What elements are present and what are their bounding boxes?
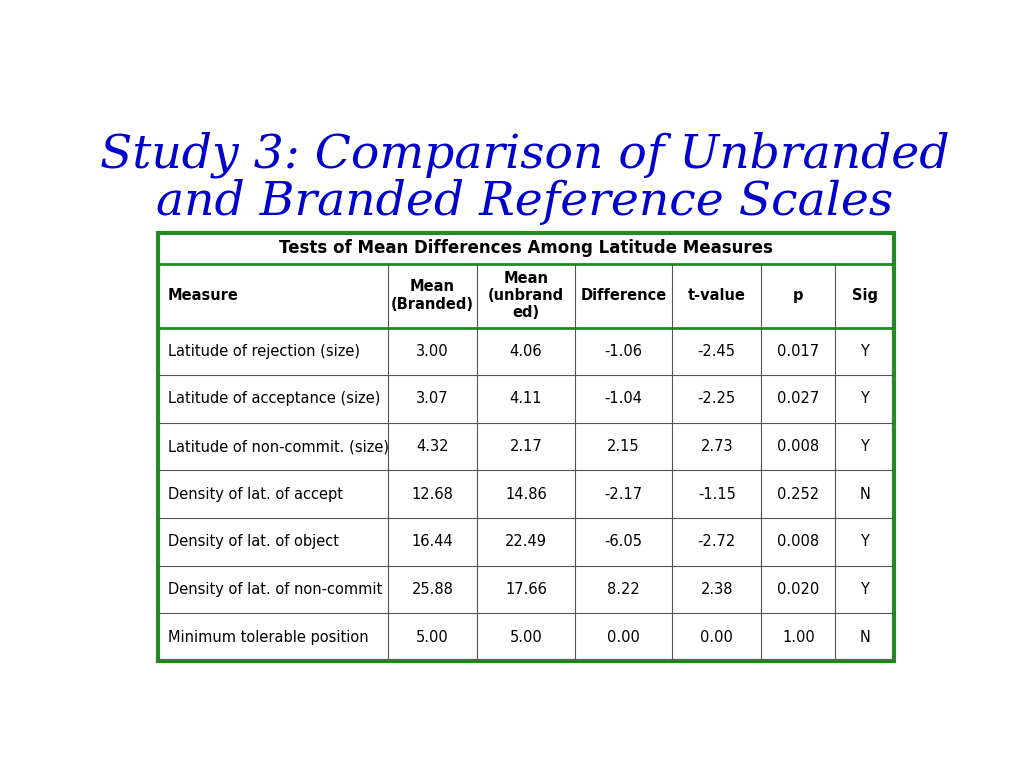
Text: 4.06: 4.06: [510, 344, 543, 359]
Text: 4.11: 4.11: [510, 392, 543, 406]
Text: Y: Y: [860, 582, 869, 597]
Text: -6.05: -6.05: [604, 535, 642, 549]
Text: 0.008: 0.008: [777, 439, 819, 454]
Text: -2.45: -2.45: [697, 344, 735, 359]
Text: 0.00: 0.00: [700, 630, 733, 644]
Text: 14.86: 14.86: [505, 487, 547, 502]
Text: 2.38: 2.38: [700, 582, 733, 597]
Text: Y: Y: [860, 392, 869, 406]
Text: Measure: Measure: [168, 288, 239, 303]
Text: 3.00: 3.00: [417, 344, 449, 359]
Text: N: N: [859, 487, 870, 502]
Text: 0.008: 0.008: [777, 535, 819, 549]
Text: 0.017: 0.017: [777, 344, 819, 359]
Text: -2.17: -2.17: [604, 487, 642, 502]
Text: 3.07: 3.07: [417, 392, 449, 406]
Text: -1.04: -1.04: [604, 392, 642, 406]
Text: 0.020: 0.020: [777, 582, 819, 597]
Text: Density of lat. of object: Density of lat. of object: [168, 535, 339, 549]
Bar: [158, 233, 894, 661]
Text: 0.252: 0.252: [777, 487, 819, 502]
Text: Y: Y: [860, 439, 869, 454]
Text: 5.00: 5.00: [416, 630, 449, 644]
Text: 2.73: 2.73: [700, 439, 733, 454]
Text: Latitude of non-commit. (size): Latitude of non-commit. (size): [168, 439, 389, 454]
Text: Tests of Mean Differences Among Latitude Measures: Tests of Mean Differences Among Latitude…: [280, 240, 773, 257]
Text: Latitude of rejection (size): Latitude of rejection (size): [168, 344, 359, 359]
Text: 5.00: 5.00: [510, 630, 543, 644]
Text: Minimum tolerable position: Minimum tolerable position: [168, 630, 369, 644]
Text: 8.22: 8.22: [607, 582, 640, 597]
Text: -1.06: -1.06: [604, 344, 642, 359]
Text: Difference: Difference: [581, 288, 667, 303]
Text: -2.72: -2.72: [697, 535, 736, 549]
Text: N: N: [859, 630, 870, 644]
Text: 1.00: 1.00: [782, 630, 815, 644]
Text: 4.32: 4.32: [417, 439, 449, 454]
Text: -2.25: -2.25: [697, 392, 736, 406]
Text: and Branded Reference Scales: and Branded Reference Scales: [157, 179, 893, 224]
Text: 2.17: 2.17: [510, 439, 543, 454]
Text: 25.88: 25.88: [412, 582, 454, 597]
Text: 2.15: 2.15: [607, 439, 640, 454]
Text: 0.00: 0.00: [607, 630, 640, 644]
Text: Sig: Sig: [852, 288, 878, 303]
Text: 0.027: 0.027: [777, 392, 819, 406]
Text: 16.44: 16.44: [412, 535, 454, 549]
Text: Mean
(Branded): Mean (Branded): [391, 280, 474, 312]
Text: p: p: [794, 288, 804, 303]
Text: Density of lat. of accept: Density of lat. of accept: [168, 487, 343, 502]
Text: 22.49: 22.49: [505, 535, 547, 549]
Text: Density of lat. of non-commit: Density of lat. of non-commit: [168, 582, 382, 597]
Text: -1.15: -1.15: [697, 487, 735, 502]
Text: t-value: t-value: [688, 288, 745, 303]
Text: Study 3: Comparison of Unbranded: Study 3: Comparison of Unbranded: [100, 131, 949, 177]
Text: Latitude of acceptance (size): Latitude of acceptance (size): [168, 392, 380, 406]
Text: 17.66: 17.66: [505, 582, 547, 597]
Text: Mean
(unbrand
ed): Mean (unbrand ed): [487, 270, 564, 320]
Text: Y: Y: [860, 535, 869, 549]
Text: 12.68: 12.68: [412, 487, 454, 502]
Text: Y: Y: [860, 344, 869, 359]
